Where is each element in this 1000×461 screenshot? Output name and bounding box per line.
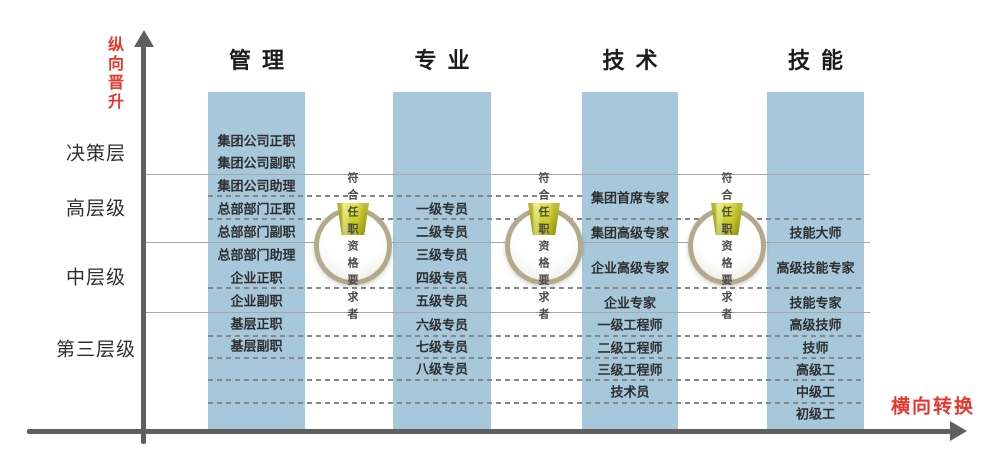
position-label: 企业副职 [230, 293, 283, 309]
column-header: 技能 [787, 48, 855, 73]
position-label: 技术员 [610, 384, 650, 400]
position-label: 集团高级专家 [590, 225, 670, 241]
position-label: 五级专员 [415, 293, 469, 309]
vertical-axis-line [141, 46, 146, 444]
column-header: 专业 [414, 48, 481, 73]
rank-separator-dashed-line [208, 335, 864, 337]
position-label: 集团首席专家 [590, 190, 670, 206]
position-label: 二级工程师 [597, 340, 663, 356]
position-label: 技师 [802, 340, 829, 356]
position-label: 高级工 [795, 362, 836, 378]
position-label: 总部部门正职 [217, 201, 296, 217]
column-header: 管理 [228, 48, 296, 73]
position-label: 三级工程师 [597, 362, 663, 378]
rank-separator-dashed-line [208, 379, 864, 381]
career-column-band [582, 92, 678, 429]
level-boundary-line [146, 312, 870, 313]
ribbon-icon [711, 203, 743, 235]
level-label: 中层级 [65, 267, 127, 289]
horizontal-axis-label: 横向转换 [890, 396, 976, 418]
position-label: 集团公司助理 [217, 178, 296, 194]
up-arrowhead-icon [133, 30, 154, 47]
rank-separator-dashed-line [208, 195, 582, 197]
position-label: 企业专家 [603, 295, 657, 311]
position-label: 中级工 [795, 384, 836, 400]
position-label: 二级专员 [415, 224, 469, 240]
right-arrowhead-icon [950, 421, 967, 441]
career-column-band [393, 92, 491, 429]
level-label: 第三层级 [55, 339, 137, 361]
rank-separator-dashed-line [208, 287, 864, 289]
position-label: 基层副职 [230, 338, 283, 354]
position-label: 七级专员 [415, 339, 469, 355]
position-label: 技能大师 [789, 225, 842, 241]
position-label: 总部部门副职 [217, 224, 296, 240]
career-column-band [208, 92, 305, 429]
vertical-axis-label: 纵 向 晋 升 [107, 37, 124, 111]
level-label: 决策层 [65, 143, 127, 165]
position-label: 高级技师 [789, 317, 842, 333]
career-column-band [767, 92, 864, 429]
badge-label: 符合任职 资格要求者 [347, 172, 359, 321]
position-label: 企业高级专家 [590, 260, 670, 276]
position-label: 八级专员 [415, 361, 469, 377]
level-boundary-line [146, 174, 870, 175]
level-label: 高层级 [65, 198, 127, 220]
column-header: 技术 [602, 48, 669, 73]
rank-separator-dashed-line [208, 357, 864, 359]
position-label: 基层正职 [230, 316, 283, 332]
horizontal-axis-line [27, 428, 951, 434]
position-label: 总部部门助理 [217, 247, 296, 263]
position-label: 技能专家 [789, 295, 842, 311]
position-label: 高级技能专家 [776, 260, 855, 276]
ribbon-icon [337, 203, 369, 235]
position-label: 一级专员 [415, 201, 469, 217]
position-label: 一级工程师 [597, 317, 663, 333]
position-label: 集团公司副职 [217, 155, 296, 171]
position-label: 四级专员 [415, 270, 469, 286]
badge-label: 符合任职 资格要求者 [538, 172, 550, 321]
ribbon-icon [528, 203, 560, 235]
position-label: 三级专员 [415, 247, 469, 263]
position-label: 初级工 [795, 406, 836, 422]
rank-separator-dashed-line [208, 402, 864, 404]
position-label: 企业正职 [230, 270, 283, 286]
position-label: 集团公司正职 [217, 133, 296, 149]
position-label: 六级专员 [415, 317, 469, 333]
badge-label: 符合任职 资格要求者 [721, 172, 733, 321]
